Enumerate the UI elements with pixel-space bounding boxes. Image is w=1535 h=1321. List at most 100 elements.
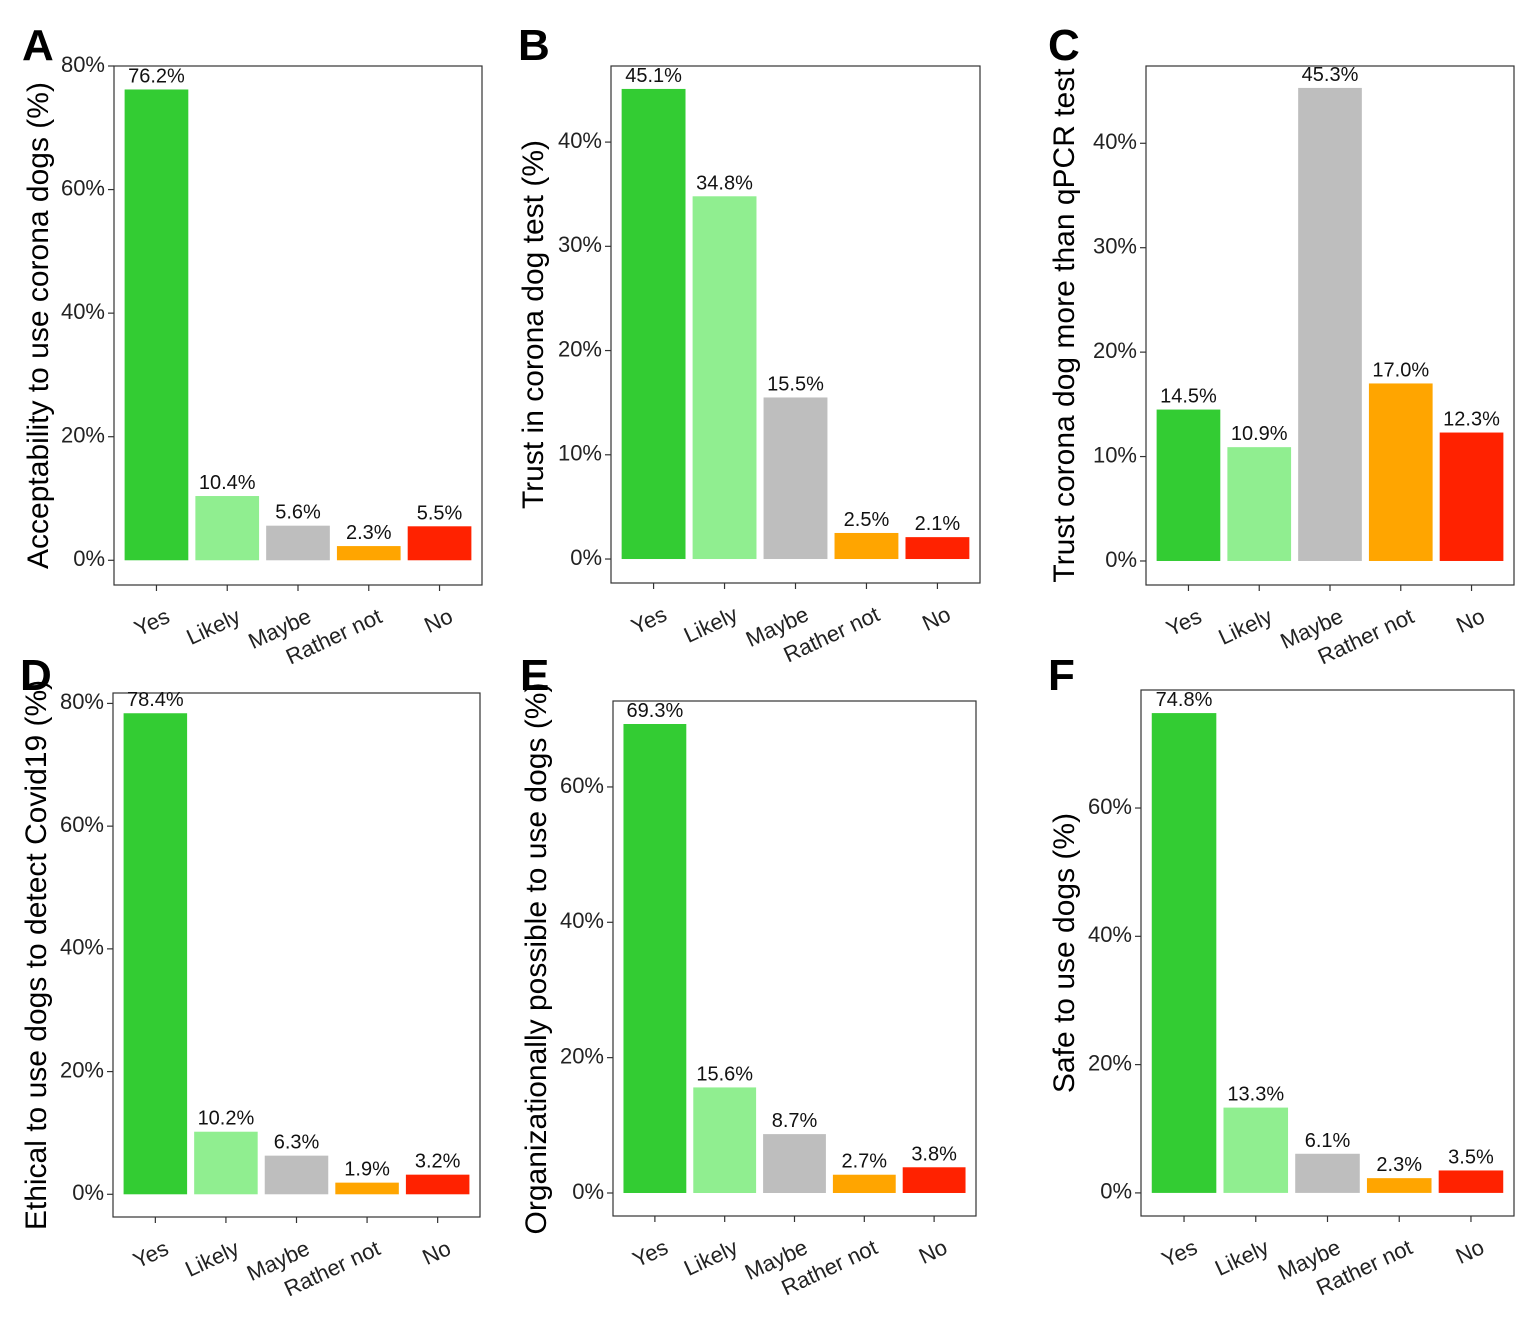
y-axis-label: Acceptability to use corona dogs (%) — [22, 82, 55, 569]
x-tick-label: Yes — [130, 603, 173, 641]
bar-likely — [692, 196, 757, 560]
bar-value-label: 14.5% — [1160, 386, 1217, 408]
x-tick-label: Likely — [1215, 603, 1277, 649]
bar-no — [1438, 1170, 1504, 1193]
bar-likely — [693, 1087, 757, 1193]
x-tick-label: Yes — [627, 601, 670, 639]
y-axis-label: Trust in corona dog test (%) — [517, 140, 550, 509]
panel-letter-b: B — [518, 21, 550, 70]
x-tick-label: No — [918, 601, 954, 636]
panel-letter-c: C — [1048, 21, 1080, 70]
y-tick-label: 0% — [73, 546, 105, 571]
y-tick-label: 10% — [558, 441, 602, 466]
bar-value-label: 12.3% — [1443, 409, 1500, 431]
bar-yes — [1151, 713, 1217, 1193]
bar-value-label: 45.1% — [625, 65, 682, 87]
bar-rather-not — [1368, 383, 1433, 561]
bar-value-label: 2.3% — [346, 522, 392, 544]
bar-maybe — [763, 1134, 826, 1193]
y-tick-label: 30% — [1093, 234, 1137, 259]
y-tick-label: 0% — [572, 1179, 604, 1204]
bar-value-label: 5.6% — [275, 502, 321, 524]
y-tick-label: 40% — [1093, 129, 1137, 154]
x-tick-label: Yes — [129, 1235, 172, 1273]
bar-maybe — [763, 397, 828, 560]
bar-value-label: 45.3% — [1302, 64, 1359, 86]
bar-value-label: 3.2% — [415, 1151, 461, 1173]
bar-value-label: 2.7% — [842, 1151, 888, 1173]
bar-value-label: 6.1% — [1305, 1130, 1351, 1152]
x-tick-label: Likely — [1211, 1234, 1273, 1280]
panel-letter-a: A — [22, 21, 54, 70]
y-axis-label: Safe to use dogs (%) — [1048, 813, 1081, 1093]
bar-value-label: 3.5% — [1448, 1146, 1494, 1168]
bar-value-label: 34.8% — [696, 172, 753, 194]
y-tick-label: 20% — [1088, 1050, 1132, 1075]
bar-yes — [623, 724, 687, 1193]
y-tick-label: 0% — [1105, 547, 1137, 572]
bar-yes — [1156, 409, 1221, 561]
bar-rather-not — [335, 1182, 399, 1195]
y-tick-label: 0% — [1100, 1179, 1132, 1204]
bar-value-label: 2.5% — [844, 509, 890, 531]
bar-value-label: 76.2% — [128, 65, 185, 87]
bar-rather-not — [832, 1174, 896, 1193]
panel-letter-f: F — [1048, 651, 1075, 700]
bar-no — [902, 1167, 966, 1193]
y-tick-label: 20% — [60, 1057, 104, 1082]
x-tick-label: Yes — [1158, 1234, 1201, 1272]
y-tick-label: 40% — [61, 299, 105, 324]
bar-value-label: 3.8% — [911, 1143, 957, 1165]
bar-likely — [194, 1131, 258, 1195]
bar-no — [905, 537, 970, 560]
x-tick-label: Yes — [1162, 603, 1205, 641]
panel-letter-e: E — [520, 651, 549, 700]
bar-likely — [1223, 1107, 1289, 1193]
y-tick-label: 60% — [61, 175, 105, 200]
bar-maybe — [266, 525, 330, 561]
y-tick-label: 0% — [570, 545, 602, 570]
y-tick-label: 20% — [1093, 338, 1137, 363]
y-tick-label: 40% — [558, 128, 602, 153]
bar-value-label: 2.3% — [1376, 1154, 1422, 1176]
bar-rather-not — [834, 532, 899, 560]
bar-value-label: 17.0% — [1372, 359, 1429, 381]
bar-value-label: 15.6% — [696, 1063, 753, 1085]
x-tick-label: Likely — [183, 603, 245, 649]
x-tick-label: No — [1452, 1234, 1488, 1269]
x-tick-label: No — [1452, 603, 1488, 638]
bar-value-label: 74.8% — [1156, 689, 1213, 711]
bar-yes — [124, 89, 189, 561]
bar-value-label: 10.2% — [198, 1108, 255, 1130]
bar-value-label: 78.4% — [127, 689, 184, 711]
y-tick-label: 20% — [61, 423, 105, 448]
y-tick-label: 40% — [60, 935, 104, 960]
x-tick-label: Likely — [181, 1235, 243, 1281]
bar-yes — [123, 713, 188, 1195]
bar-maybe — [1295, 1153, 1360, 1193]
bar-no — [405, 1174, 470, 1195]
y-tick-label: 40% — [1088, 922, 1132, 947]
bar-value-label: 2.1% — [915, 513, 961, 535]
y-tick-label: 80% — [60, 689, 104, 714]
y-tick-label: 10% — [1093, 442, 1137, 467]
bar-yes — [621, 88, 686, 560]
bar-value-label: 15.5% — [767, 373, 824, 395]
bar-maybe — [1298, 87, 1362, 561]
bar-no — [407, 526, 472, 561]
y-tick-label: 30% — [558, 232, 602, 257]
y-axis-label: Ethical to use dogs to detect Covid19 (%… — [20, 680, 53, 1230]
y-tick-label: 60% — [60, 812, 104, 837]
bar-value-label: 10.9% — [1231, 423, 1288, 445]
bar-no — [1439, 432, 1504, 561]
bar-value-label: 6.3% — [274, 1132, 320, 1154]
y-axis-label: Organizationally possible to use dogs (%… — [520, 683, 553, 1235]
y-tick-label: 60% — [560, 773, 604, 798]
bar-maybe — [264, 1155, 329, 1195]
bar-value-label: 1.9% — [344, 1159, 390, 1181]
x-tick-label: No — [418, 1235, 454, 1270]
y-tick-label: 20% — [560, 1043, 604, 1068]
y-tick-label: 0% — [72, 1180, 104, 1205]
bar-value-label: 10.4% — [199, 472, 256, 494]
bar-value-label: 13.3% — [1227, 1084, 1284, 1106]
